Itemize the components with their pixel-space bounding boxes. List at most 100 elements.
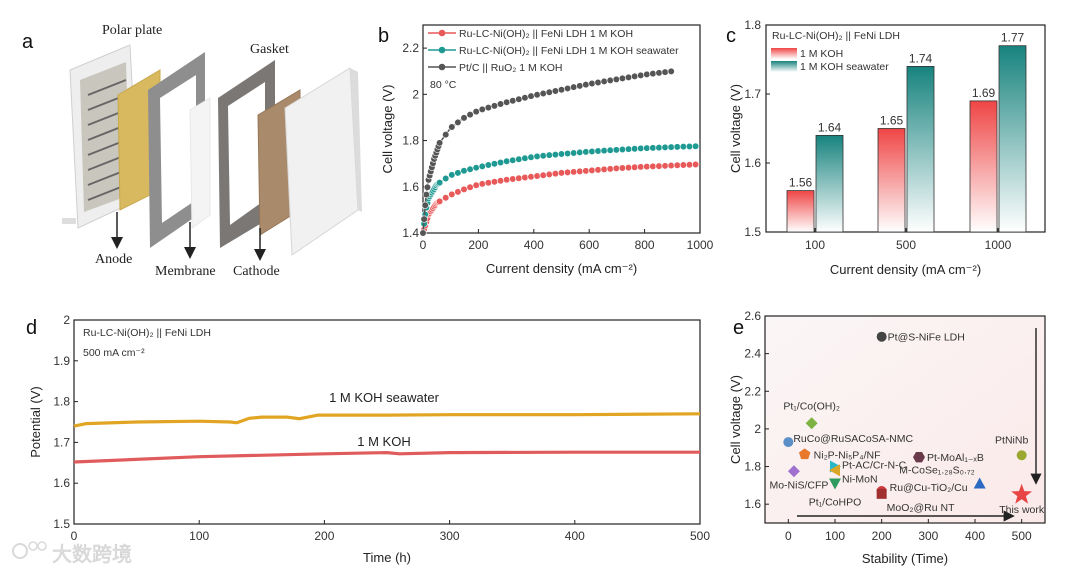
data-point: [503, 98, 511, 106]
data-point: [533, 172, 541, 180]
data-point: [624, 145, 633, 153]
data-point: [472, 108, 480, 116]
marker-circle-icon: [783, 437, 794, 448]
data-point: [515, 95, 523, 103]
y-tick-label: 1.8: [53, 395, 70, 409]
series-line-1: [73, 450, 700, 464]
bar-seawater: [815, 134, 844, 233]
data-point: [466, 111, 474, 119]
data-point: [496, 100, 505, 108]
data-point: [422, 191, 430, 199]
data-point: [545, 170, 553, 179]
data-point: Ru@Cu-TiO₂/Cu: [876, 482, 968, 497]
x-tick-label: 200: [872, 529, 892, 543]
point-label: Ru@Cu-TiO₂/Cu: [890, 482, 968, 494]
marker-circle-icon: [876, 331, 887, 342]
series-line-0: [73, 412, 701, 428]
legend-label: Pt/C || RuO₂ 1 M KOH: [459, 62, 562, 74]
data-point: [588, 79, 596, 88]
bar-seawater: [998, 45, 1027, 233]
data-point: [460, 185, 468, 193]
data-point: [570, 149, 578, 157]
legend-label: Ru-LC-Ni(OH)₂ || FeNi LDH 1 M KOH seawat…: [459, 45, 679, 57]
data-point: [643, 144, 651, 152]
gasket-left: [148, 52, 205, 248]
chart-title: Ru-LC-Ni(OH)₂ || FeNi LDH: [772, 30, 900, 42]
data-point: [460, 167, 468, 175]
y-tick-label: 2: [754, 422, 761, 436]
x-tick-label: 0: [71, 529, 78, 543]
y-tick-label: 2: [63, 313, 70, 327]
data-point: [460, 114, 468, 122]
legend-marker: [438, 29, 446, 37]
y-tick-label: 1.9: [53, 354, 70, 368]
bar-value-label: 1.56: [789, 176, 813, 190]
marker-triangle-down-icon: [829, 478, 841, 490]
x-tick-label: 600: [579, 238, 599, 252]
y-tick-label: 1.6: [744, 497, 761, 511]
data-point: [466, 183, 474, 191]
point-label: This work: [999, 504, 1045, 516]
y-axis-title: Cell voltage (V): [380, 85, 395, 174]
data-point: [624, 164, 633, 172]
data-point: Ni-MoN: [829, 464, 878, 485]
x-tick-label: 100: [189, 529, 209, 543]
data-point: [454, 188, 462, 196]
data-point: [454, 169, 462, 177]
data-point: [667, 67, 675, 75]
data-point: [503, 157, 511, 165]
data-point: [667, 143, 675, 151]
membrane: [189, 97, 211, 229]
y-tick-label: 1.8: [744, 460, 761, 474]
y-axis-title: Cell voltage (V): [728, 84, 743, 173]
data-point: RuCo@RuSACoSA-NMC: [783, 433, 914, 448]
x-tick-label: 200: [314, 529, 334, 543]
legend-swatch: [771, 48, 797, 59]
x-tick-label: 800: [635, 238, 655, 252]
data-point: [649, 162, 657, 170]
series-label-koh: 1 M KOH: [357, 434, 410, 449]
legend-swatch: [771, 61, 797, 72]
x-tick-label: 500: [1012, 529, 1032, 543]
data-point: [545, 151, 553, 159]
data-point: [521, 154, 529, 162]
data-point: [679, 161, 687, 169]
data-point: [509, 156, 517, 164]
marker-pentagon-icon: [798, 448, 811, 460]
current-density-annotation: 500 mA cm⁻²: [83, 347, 145, 359]
data-point: [420, 215, 428, 223]
data-point: [618, 145, 627, 154]
bar-koh: [877, 128, 906, 233]
data-point: [631, 72, 639, 80]
y-tick-label: 1.6: [53, 476, 70, 490]
data-point: Pt₁/CoHPO: [809, 478, 861, 508]
data-point: [515, 155, 523, 163]
data-point: [490, 178, 499, 186]
y-tick-label: 2.6: [744, 309, 761, 323]
bar-seawater: [906, 66, 935, 233]
bar-value-label: 1.74: [909, 51, 933, 65]
data-point: [612, 146, 620, 154]
data-point: [643, 162, 651, 171]
data-point: [637, 163, 645, 171]
legend-marker: [438, 63, 446, 71]
label-anode: Anode: [95, 252, 132, 267]
data-point: [570, 168, 578, 176]
y-tick-label: 1.5: [53, 517, 70, 531]
data-point: [472, 164, 480, 172]
data-point: [691, 160, 700, 169]
watermark-text: 大数跨境: [52, 542, 132, 566]
data-point: [600, 77, 608, 86]
point-label: Pt-AC/Cr-N-C: [842, 460, 907, 472]
data-point: [600, 165, 608, 173]
data-point: [423, 183, 432, 191]
x-tick-label: 0: [420, 238, 427, 252]
data-point: [527, 153, 535, 161]
temperature-annotation: 80 °C: [430, 79, 457, 91]
plot-frame: [73, 319, 701, 525]
point-label: M-CoSe₁.₂₈S₀.₇₂: [899, 464, 974, 476]
data-point: [421, 201, 429, 209]
data-point: [673, 143, 681, 151]
x-tick-label: 1000: [687, 238, 714, 252]
